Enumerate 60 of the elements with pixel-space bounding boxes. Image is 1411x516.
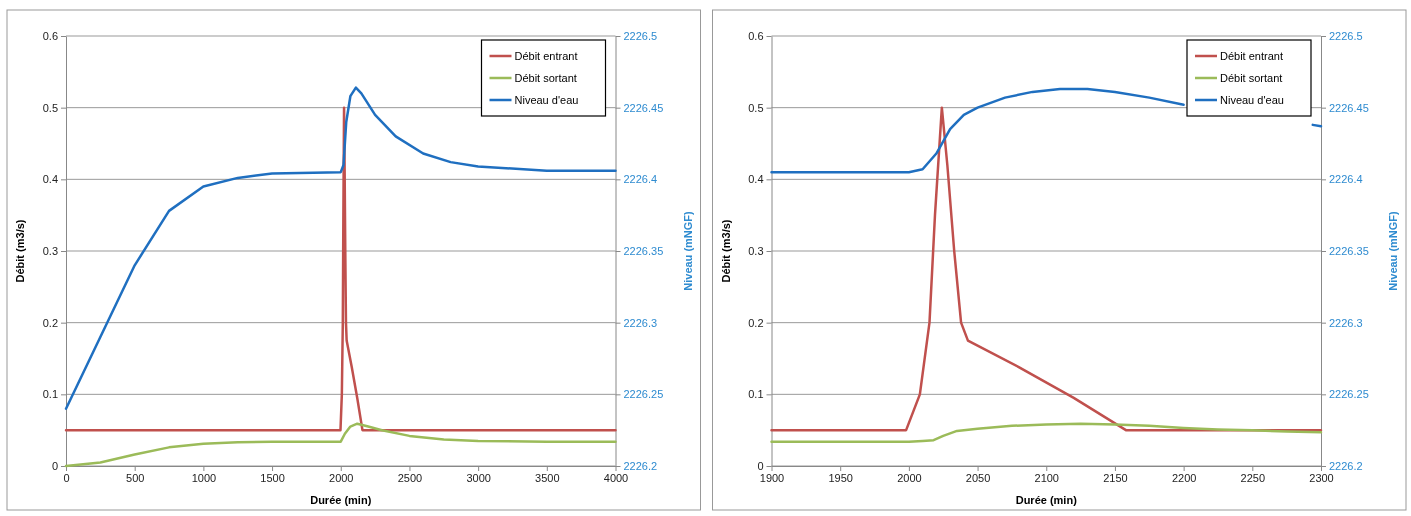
x-tick-label: 1000 bbox=[191, 471, 217, 484]
y-tick-label: 0.1 bbox=[42, 388, 58, 401]
x-tick-label: 2000 bbox=[329, 471, 354, 484]
y2-tick-label: 2226.3 bbox=[1329, 316, 1363, 329]
y-tick-label: 0.2 bbox=[748, 316, 764, 329]
y2-tick-label: 2226.45 bbox=[623, 101, 664, 114]
y-tick-label: 0 bbox=[757, 460, 764, 473]
x-tick-label: 1950 bbox=[828, 471, 853, 484]
x-tick-label: 0 bbox=[63, 471, 70, 484]
x-tick-label: 2050 bbox=[965, 471, 991, 484]
line-series bbox=[770, 106, 1323, 432]
y-axis-title: Débit (m3/s) bbox=[719, 219, 732, 283]
y2-tick-label: 2226.4 bbox=[1329, 173, 1363, 186]
y-tick-label: 0.3 bbox=[42, 245, 58, 258]
y2-tick-label: 2226.5 bbox=[623, 30, 658, 43]
y2-tick-label: 2226.2 bbox=[623, 460, 658, 473]
x-axis-title: Durée (min) bbox=[1015, 494, 1078, 506]
legend-label: Niveau d'eau bbox=[1220, 94, 1284, 106]
y-tick-label: 0.3 bbox=[748, 245, 764, 258]
y2-tick-label: 2226.3 bbox=[623, 316, 658, 329]
x-tick-label: 2200 bbox=[1171, 471, 1197, 484]
y-tick-label: 0.5 bbox=[748, 101, 764, 114]
y2-axis-title: Niveau (mNGF) bbox=[1387, 210, 1399, 291]
y2-tick-label: 2226.2 bbox=[1329, 460, 1363, 473]
x-tick-label: 3500 bbox=[535, 471, 560, 484]
legend-label: Débit sortant bbox=[1220, 72, 1283, 84]
y-tick-label: 0.4 bbox=[748, 173, 764, 186]
x-tick-label: 2150 bbox=[1103, 471, 1128, 484]
y2-tick-label: 2226.4 bbox=[623, 173, 658, 186]
x-tick-label: 2100 bbox=[1034, 471, 1059, 484]
y2-tick-label: 2226.35 bbox=[623, 245, 664, 258]
x-tick-label: 2300 bbox=[1309, 471, 1334, 484]
legend-label: Débit sortant bbox=[514, 72, 577, 84]
legend-label: Niveau d'eau bbox=[514, 94, 579, 106]
x-tick-label: 3000 bbox=[466, 471, 491, 484]
x-tick-label: 4000 bbox=[603, 471, 629, 484]
x-tick-label: 1900 bbox=[759, 471, 785, 484]
y2-tick-label: 2226.25 bbox=[1329, 388, 1369, 401]
y2-axis-title: Niveau (mNGF) bbox=[681, 210, 694, 291]
y2-tick-label: 2226.25 bbox=[623, 388, 664, 401]
x-tick-label: 2500 bbox=[397, 471, 423, 484]
y-tick-label: 0.6 bbox=[42, 30, 58, 43]
x-tick-label: 2000 bbox=[897, 471, 922, 484]
y-tick-label: 0.2 bbox=[42, 316, 58, 329]
y2-tick-label: 2226.5 bbox=[1329, 30, 1363, 43]
x-tick-label: 500 bbox=[126, 471, 145, 484]
y-axis-title: Débit (m3/s) bbox=[14, 219, 26, 283]
legend-label: Débit entrant bbox=[514, 50, 578, 62]
y-tick-label: 0.4 bbox=[42, 173, 58, 186]
x-tick-label: 2250 bbox=[1240, 471, 1266, 484]
y-tick-label: 0.1 bbox=[748, 388, 764, 401]
y2-tick-label: 2226.35 bbox=[1329, 245, 1369, 258]
line-series bbox=[770, 422, 1323, 443]
y-tick-label: 0 bbox=[51, 460, 58, 473]
x-axis-title: Durée (min) bbox=[310, 494, 372, 506]
legend-label: Débit entrant bbox=[1220, 50, 1283, 62]
y2-tick-label: 2226.45 bbox=[1329, 101, 1369, 114]
y-tick-label: 0.6 bbox=[748, 30, 764, 43]
y-tick-label: 0.5 bbox=[42, 101, 58, 114]
x-tick-label: 1500 bbox=[260, 471, 285, 484]
